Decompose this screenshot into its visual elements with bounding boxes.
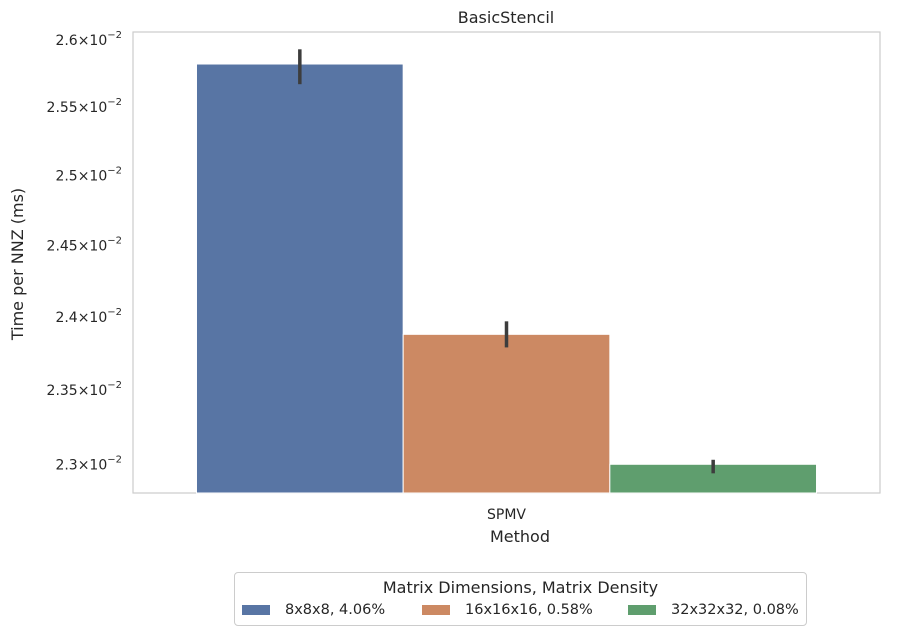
legend-entry: 32x32x32, 0.08% <box>627 602 807 618</box>
y-tick-label: 2.35×10−2 <box>47 380 122 399</box>
legend-entries: 8x8x8, 4.06% 16x16x16, 0.58% 32x32x32, 0… <box>241 602 807 618</box>
x-axis-label: Method <box>490 527 550 546</box>
bar <box>402 333 611 494</box>
y-tick-label: 2.45×10−2 <box>47 236 122 255</box>
legend-swatch <box>421 604 451 616</box>
legend-label: 8x8x8, 4.06% <box>285 602 386 618</box>
legend-title: Matrix Dimensions, Matrix Density <box>382 578 659 597</box>
y-tick-label: 2.3×10−2 <box>55 454 122 473</box>
bar <box>195 63 404 494</box>
legend-entry: 8x8x8, 4.06% <box>241 602 421 618</box>
legend-entry: 16x16x16, 0.58% <box>421 602 627 618</box>
legend-label: 16x16x16, 0.58% <box>465 602 593 618</box>
chart: BasicStencil 2.3×10−2 2.35×10−2 2.4×10−2 2.… <box>8 8 881 546</box>
y-tick-label: 2.6×10−2 <box>55 30 122 49</box>
y-axis-label: Time per NNZ (ms) <box>8 188 27 341</box>
y-tick-label: 2.4×10−2 <box>55 307 122 326</box>
legend-label: 32x32x32, 0.08% <box>671 602 799 618</box>
y-tick-label: 2.5×10−2 <box>55 166 122 185</box>
y-tick-label: 2.55×10−2 <box>47 97 122 116</box>
x-tick-label: SPMV <box>487 507 526 523</box>
legend-swatch <box>241 604 271 616</box>
legend: Matrix Dimensions, Matrix Density 8x8x8,… <box>234 572 807 626</box>
legend-swatch <box>627 604 657 616</box>
chart-title: BasicStencil <box>458 8 554 27</box>
